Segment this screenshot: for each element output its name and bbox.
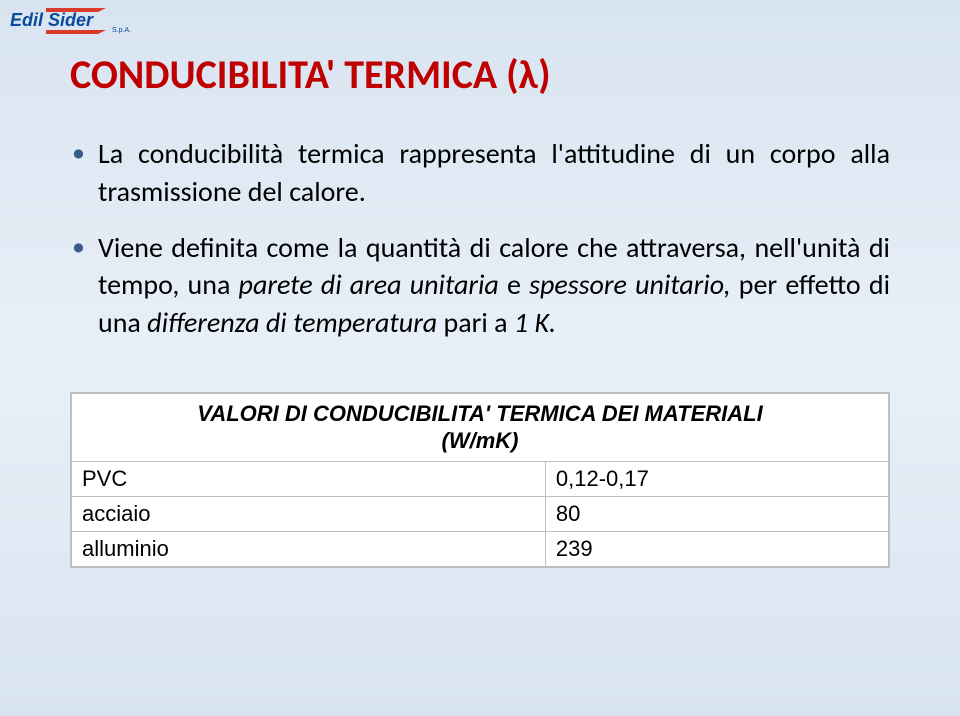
brand-logo: Edil Sider S.p.A.	[10, 8, 150, 38]
cell-value: 239	[545, 531, 888, 566]
bullet1-lead: La conducibilità termica	[98, 136, 385, 171]
table-header: VALORI DI CONDUCIBILITA' TERMICA DEI MAT…	[72, 393, 889, 461]
b2-it3: differenza di temperatura	[147, 305, 437, 340]
cell-value: 0,12-0,17	[545, 461, 888, 496]
cell-material: acciaio	[72, 496, 546, 531]
svg-text:Sider: Sider	[48, 10, 94, 30]
b2-it2: spessore unitario,	[529, 267, 730, 302]
table-row: PVC 0,12-0,17	[72, 461, 889, 496]
cell-material: PVC	[72, 461, 546, 496]
table-row: alluminio 239	[72, 531, 889, 566]
table-body: PVC 0,12-0,17 acciaio 80 alluminio 239	[72, 461, 889, 566]
cell-value: 80	[545, 496, 888, 531]
cell-material: alluminio	[72, 531, 546, 566]
b2-it1: parete di area unitaria	[239, 267, 499, 302]
svg-text:S.p.A.: S.p.A.	[112, 27, 131, 34]
bullet-item-2: Viene definita come la quantità di calor…	[98, 229, 890, 342]
b2-p2: e	[499, 267, 529, 302]
svg-text:Edil: Edil	[10, 10, 44, 30]
b2-p4: pari a	[437, 305, 514, 340]
table-header-row: VALORI DI CONDUCIBILITA' TERMICA DEI MAT…	[72, 393, 889, 461]
materials-table: VALORI DI CONDUCIBILITA' TERMICA DEI MAT…	[71, 393, 889, 567]
table-row: acciaio 80	[72, 496, 889, 531]
table-header-line2: (W/mK)	[442, 428, 519, 453]
slide-content: CONDUCIBILITA' TERMICA (λ) La conducibil…	[0, 0, 960, 342]
materials-table-container: VALORI DI CONDUCIBILITA' TERMICA DEI MAT…	[70, 392, 890, 568]
slide-title: CONDUCIBILITA' TERMICA (λ)	[70, 50, 890, 99]
bullet-list: La conducibilità termica rappresenta l'a…	[70, 135, 890, 342]
logo-svg: Edil Sider S.p.A.	[10, 8, 150, 38]
b2-it4: 1 K.	[514, 305, 556, 340]
table-header-line1: VALORI DI CONDUCIBILITA' TERMICA DEI MAT…	[197, 401, 762, 426]
bullet-item-1: La conducibilità termica rappresenta l'a…	[98, 135, 890, 211]
